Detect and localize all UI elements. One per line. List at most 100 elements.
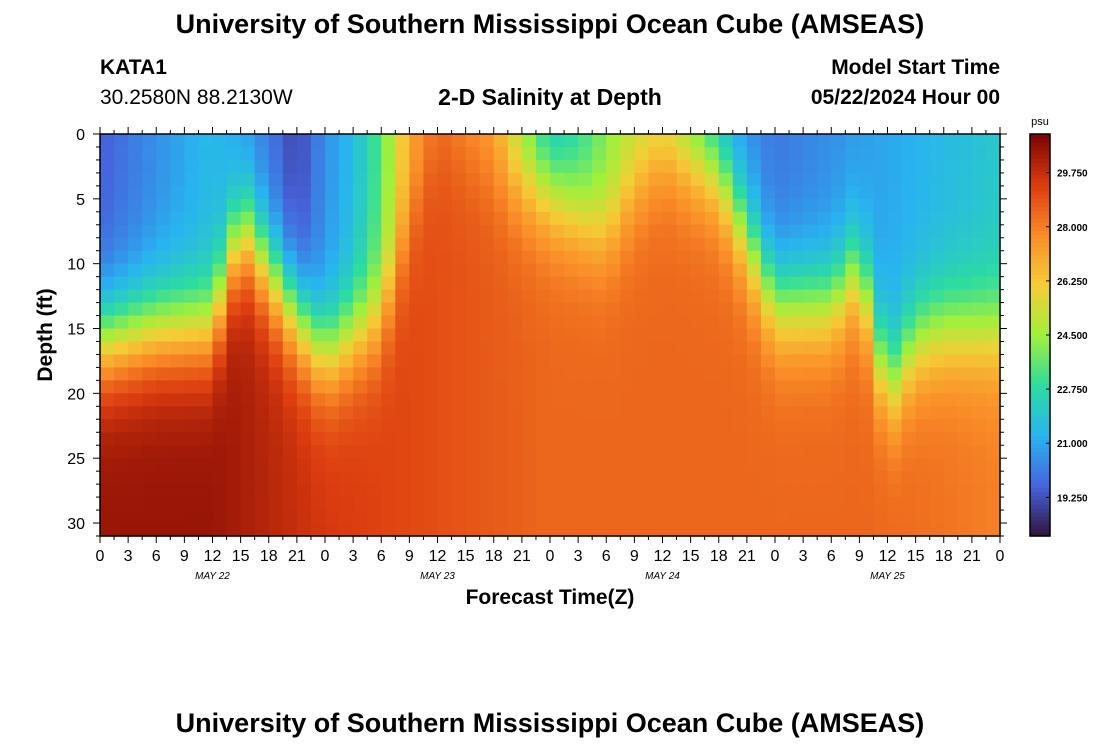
heatmap-cell	[803, 406, 818, 420]
heatmap-cell	[254, 159, 270, 174]
heatmap-cell	[985, 146, 1001, 161]
heatmap-cell	[212, 393, 228, 407]
heatmap-cell	[423, 198, 439, 213]
heatmap-cell	[634, 484, 650, 498]
heatmap-cell	[339, 172, 354, 187]
heatmap-cell	[465, 263, 481, 278]
heatmap-cell	[901, 510, 917, 524]
heatmap-cell	[100, 523, 115, 537]
heatmap-cell	[704, 224, 720, 239]
heatmap-cell	[662, 263, 678, 278]
heatmap-cell	[128, 471, 143, 485]
heatmap-cell	[367, 393, 382, 407]
heatmap-cell	[310, 484, 326, 498]
heatmap-cell	[732, 159, 748, 174]
heatmap-cell	[268, 523, 284, 537]
heatmap-cell	[170, 445, 185, 459]
heatmap-cell	[437, 289, 453, 304]
heatmap-cell	[746, 328, 762, 343]
heatmap-cell	[634, 445, 650, 459]
colorbar-segment	[1030, 318, 1050, 324]
heatmap-cell	[943, 134, 959, 148]
heatmap-cell	[901, 432, 917, 446]
heatmap-cell	[803, 172, 818, 187]
colorbar-segment	[1030, 202, 1050, 207]
heatmap-cell	[859, 263, 875, 278]
heatmap-cell	[732, 263, 748, 278]
x-tick-label: 9	[405, 548, 414, 565]
heatmap-cell	[451, 523, 467, 537]
heatmap-cell	[184, 224, 200, 239]
heatmap-cell	[114, 445, 129, 459]
heatmap-cell	[550, 302, 565, 317]
heatmap-cell	[465, 328, 481, 343]
heatmap-cell	[943, 146, 959, 161]
heatmap-cell	[521, 380, 537, 394]
heatmap-cell	[282, 289, 298, 304]
heatmap-cell	[746, 237, 762, 252]
heatmap-cell	[746, 367, 762, 381]
heatmap-cell	[451, 432, 467, 446]
heatmap-cell	[156, 263, 171, 278]
heatmap-cell	[620, 237, 635, 252]
heatmap-cell	[296, 341, 312, 356]
page-title: University of Southern Mississippi Ocean…	[175, 9, 925, 39]
heatmap-cell	[718, 458, 734, 472]
heatmap-cell	[325, 159, 340, 174]
heatmap-cell	[296, 406, 312, 420]
heatmap-cell	[170, 172, 185, 187]
heatmap-cell	[451, 406, 467, 420]
heatmap-cell	[296, 315, 312, 330]
heatmap-cell	[550, 432, 565, 446]
heatmap-cell	[325, 380, 340, 394]
heatmap-cell	[775, 432, 790, 446]
heatmap-cell	[648, 523, 664, 537]
heatmap-cell	[775, 237, 790, 252]
heatmap-cell	[760, 211, 776, 226]
heatmap-cell	[156, 237, 171, 252]
heatmap-cell	[353, 471, 368, 485]
heatmap-cell	[803, 510, 818, 524]
heatmap-cell	[732, 432, 748, 446]
heatmap-cell	[184, 471, 200, 485]
heatmap-cell	[325, 432, 340, 446]
heatmap-cell	[550, 419, 565, 433]
heatmap-cell	[732, 172, 748, 187]
heatmap-cell	[409, 276, 425, 291]
heatmap-cell	[564, 484, 579, 498]
heatmap-cell	[507, 328, 523, 343]
heatmap-cell	[606, 276, 621, 291]
heatmap-cell	[634, 432, 650, 446]
heatmap-cell	[282, 393, 298, 407]
heatmap-cell	[353, 523, 368, 537]
heatmap-cell	[606, 263, 621, 278]
heatmap-cell	[606, 341, 621, 356]
heatmap-cell	[578, 523, 593, 537]
heatmap-cell	[465, 419, 481, 433]
heatmap-cell	[409, 471, 425, 485]
heatmap-cell	[550, 484, 565, 498]
heatmap-cell	[254, 458, 270, 472]
heatmap-cell	[676, 406, 692, 420]
heatmap-cell	[339, 224, 354, 239]
heatmap-cell	[634, 289, 650, 304]
heatmap-cell	[114, 497, 129, 511]
heatmap-cell	[465, 198, 481, 213]
heatmap-cell	[212, 302, 228, 317]
heatmap-cell	[732, 211, 748, 226]
heatmap-cell	[339, 276, 354, 291]
heatmap-cell	[578, 354, 593, 369]
heatmap-cell	[803, 354, 818, 369]
heatmap-cell	[240, 328, 256, 343]
heatmap-cell	[437, 315, 453, 330]
heatmap-cell	[465, 134, 481, 148]
heatmap-cell	[451, 341, 467, 356]
heatmap-cell	[353, 497, 368, 511]
heatmap-cell	[198, 367, 214, 381]
heatmap-cell	[240, 146, 256, 161]
heatmap-cell	[564, 237, 579, 252]
heatmap-cell	[732, 146, 748, 161]
heatmap-cell	[859, 523, 875, 537]
heatmap-cell	[957, 185, 973, 200]
heatmap-cell	[128, 419, 143, 433]
